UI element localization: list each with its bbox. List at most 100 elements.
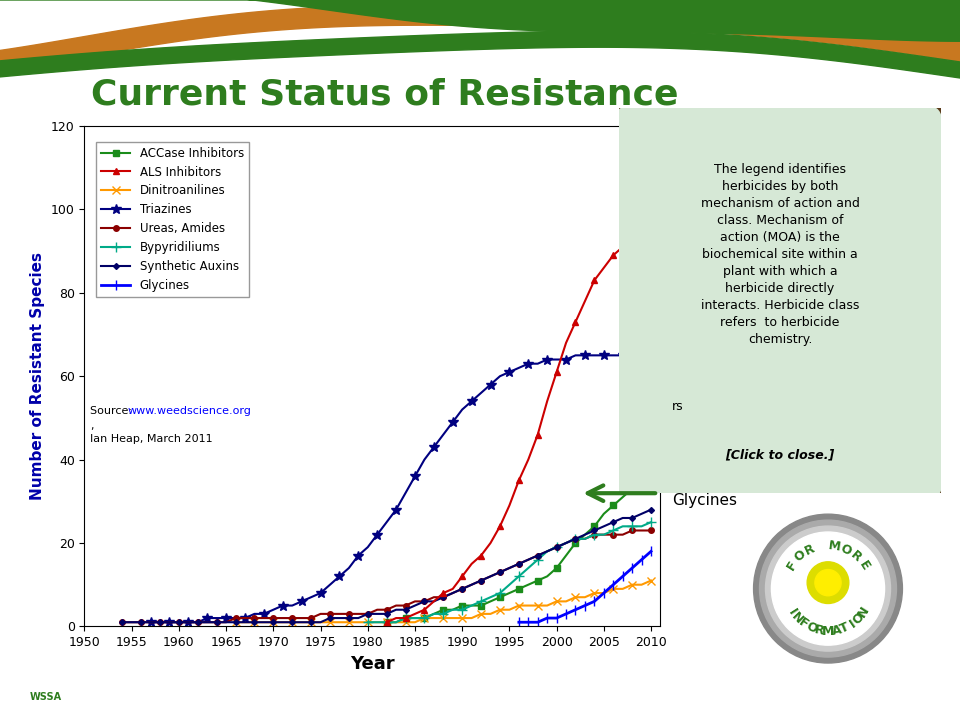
Bypyridiliums: [617, 522, 629, 531]
ACCase Inhibitors: [588, 522, 600, 531]
ALS Inhibitors: [617, 243, 629, 251]
Ureas, Amides: [485, 572, 496, 580]
Triazines: [145, 618, 156, 626]
Glycines: [626, 564, 637, 572]
ALS Inhibitors: [485, 539, 496, 547]
Text: T: T: [838, 621, 852, 636]
Text: F: F: [797, 616, 811, 631]
Line: Ureas, Amides: Ureas, Amides: [119, 528, 654, 625]
Bypyridiliums: [475, 597, 487, 606]
ACCase Inhibitors: [447, 606, 459, 614]
Dinitroanilines: [399, 618, 411, 626]
Circle shape: [775, 535, 881, 642]
ACCase Inhibitors: [399, 613, 411, 622]
ALS Inhibitors: [522, 455, 534, 464]
Line: ACCase Inhibitors: ACCase Inhibitors: [383, 473, 655, 626]
Dinitroanilines: [391, 618, 402, 626]
Bypyridiliums: [645, 518, 657, 526]
ACCase Inhibitors: [636, 476, 647, 485]
ACCase Inhibitors: [551, 564, 563, 572]
Line: Triazines: Triazines: [146, 346, 656, 627]
Ureas, Amides: [135, 618, 147, 626]
Text: Current Status of Resistance: Current Status of Resistance: [91, 78, 679, 112]
ACCase Inhibitors: [485, 597, 496, 606]
ALS Inhibitors: [569, 318, 581, 326]
Dinitroanilines: [466, 613, 477, 622]
ACCase Inhibitors: [494, 593, 506, 601]
Bypyridiliums: [409, 613, 420, 622]
Text: Glycines: Glycines: [672, 493, 737, 508]
ALS Inhibitors: [645, 226, 657, 235]
Ureas, Amides: [145, 618, 156, 626]
ALS Inhibitors: [608, 251, 619, 260]
Glycines: [541, 613, 553, 622]
Text: Ian Heap, March 2011: Ian Heap, March 2011: [90, 434, 213, 444]
Ureas, Amides: [258, 613, 270, 622]
ALS Inhibitors: [456, 572, 468, 580]
ALS Inhibitors: [504, 501, 516, 510]
Circle shape: [772, 532, 884, 645]
ALS Inhibitors: [636, 234, 647, 243]
Dinitroanilines: [541, 601, 553, 610]
Synthetic Auxins: [145, 618, 156, 626]
Dinitroanilines: [617, 585, 629, 593]
ALS Inhibitors: [419, 606, 430, 614]
Triazines: [645, 347, 657, 356]
ACCase Inhibitors: [532, 576, 543, 585]
Line: ALS Inhibitors: ALS Inhibitors: [383, 227, 655, 626]
Text: The legend identifies
herbicides by both
mechanism of action and
class. Mechanis: The legend identifies herbicides by both…: [701, 163, 859, 346]
Bypyridiliums: [494, 589, 506, 598]
ACCase Inhibitors: [428, 610, 440, 618]
ACCase Inhibitors: [561, 552, 572, 560]
Legend: ACCase Inhibitors, ALS Inhibitors, Dinitroanilines, Triazines, Ureas, Amides, By: ACCase Inhibitors, ALS Inhibitors, Dinit…: [96, 142, 249, 297]
Dinitroanilines: [286, 618, 298, 626]
Dinitroanilines: [636, 580, 647, 589]
Bypyridiliums: [485, 593, 496, 601]
Line: Dinitroanilines: Dinitroanilines: [231, 577, 656, 626]
Circle shape: [807, 562, 849, 603]
Circle shape: [754, 514, 902, 663]
Bypyridiliums: [579, 534, 590, 543]
Synthetic Auxins: [645, 505, 657, 514]
Glycines: [579, 601, 590, 610]
ALS Inhibitors: [409, 610, 420, 618]
Dinitroanilines: [268, 618, 279, 626]
Line: Synthetic Auxins: Synthetic Auxins: [120, 508, 653, 624]
ALS Inhibitors: [428, 597, 440, 606]
Bypyridiliums: [522, 564, 534, 572]
Bypyridiliums: [456, 606, 468, 614]
Dinitroanilines: [608, 585, 619, 593]
Synthetic Auxins: [485, 572, 496, 580]
Text: I: I: [847, 617, 858, 631]
ACCase Inhibitors: [541, 572, 553, 580]
Dinitroanilines: [447, 613, 459, 622]
Text: E: E: [856, 559, 872, 572]
Bypyridiliums: [551, 543, 563, 552]
Ureas, Amides: [343, 610, 354, 618]
ACCase Inhibitors: [456, 601, 468, 610]
ACCase Inhibitors: [391, 618, 402, 626]
Text: R: R: [849, 548, 864, 564]
ACCase Inhibitors: [579, 531, 590, 539]
ALS Inhibitors: [532, 431, 543, 439]
Dinitroanilines: [362, 618, 373, 626]
Line: Glycines: Glycines: [514, 546, 656, 627]
Dinitroanilines: [569, 593, 581, 601]
ALS Inhibitors: [541, 397, 553, 405]
ALS Inhibitors: [438, 589, 449, 598]
ACCase Inhibitors: [645, 472, 657, 481]
Text: WSSA Herbicide Resistance Management Lesson 1 © 2011 WSSA All Rights Reserved: WSSA Herbicide Resistance Management Les…: [181, 690, 779, 703]
Text: N: N: [789, 610, 805, 626]
ACCase Inhibitors: [598, 510, 610, 518]
Text: R: R: [803, 541, 817, 557]
Bypyridiliums: [532, 555, 543, 564]
Line: Bypyridiliums: Bypyridiliums: [363, 517, 656, 627]
Dinitroanilines: [381, 618, 393, 626]
Bypyridiliums: [362, 618, 373, 626]
Triazines: [334, 572, 346, 580]
Triazines: [485, 380, 496, 389]
Text: WSSA: WSSA: [30, 692, 62, 701]
Dinitroanilines: [305, 618, 317, 626]
Synthetic Auxins: [135, 618, 147, 626]
ALS Inhibitors: [466, 559, 477, 568]
